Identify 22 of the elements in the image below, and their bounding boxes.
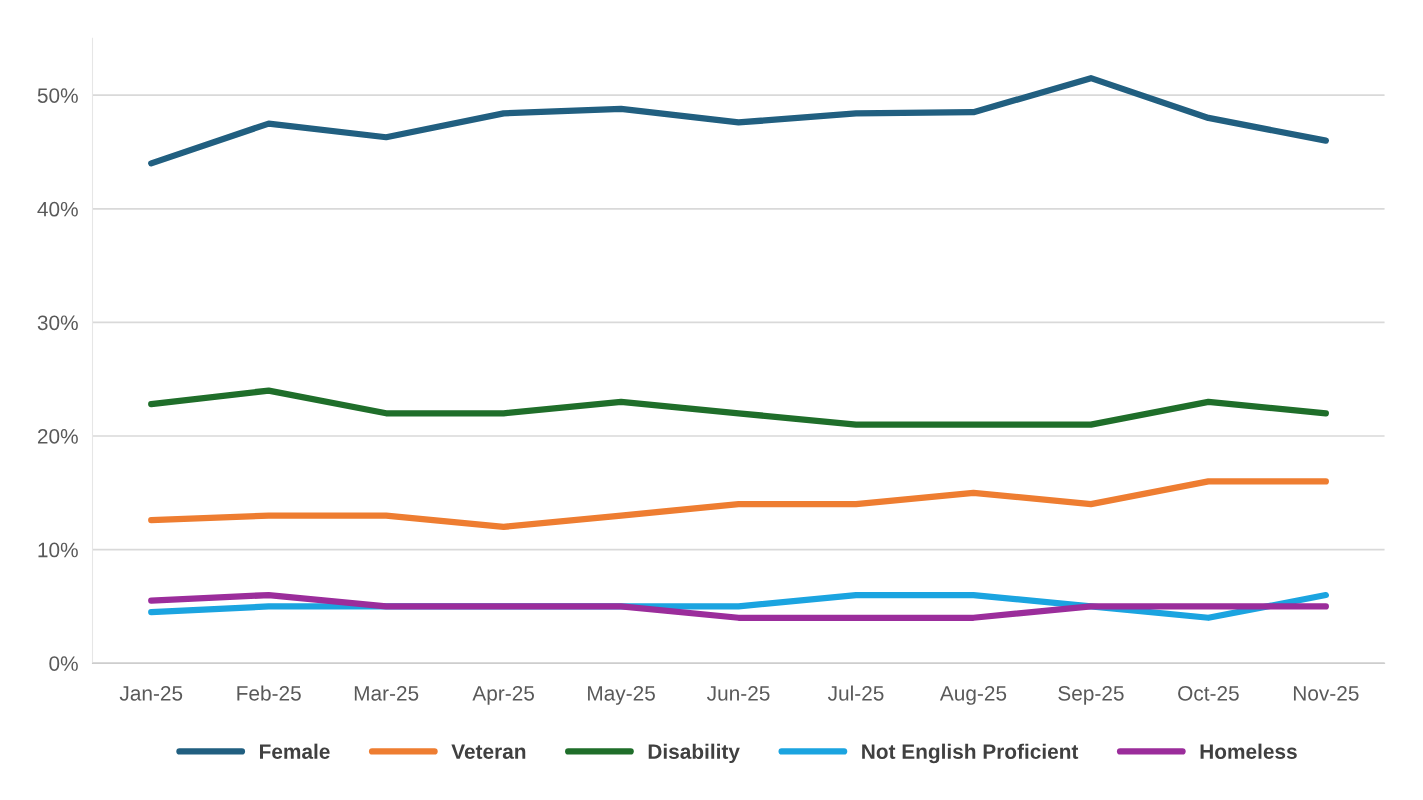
- legend-label: Not English Proficient: [862, 743, 1079, 764]
- y-tick-label: 50%: [37, 88, 78, 103]
- y-tick-label: 30%: [37, 315, 78, 331]
- legend-label: Veteran: [451, 744, 526, 759]
- x-tick-label: Mar-25: [354, 685, 419, 701]
- x-tick-label: Jan-25: [119, 685, 183, 701]
- y-tick-label: 40%: [37, 201, 78, 217]
- x-tick-label: Oct-25: [1178, 685, 1239, 701]
- x-tick-label: Sep-25: [1058, 685, 1124, 705]
- x-tick-label: Apr-25: [472, 685, 535, 705]
- legend-label: Homeless: [1200, 743, 1297, 759]
- y-tick-label: 20%: [37, 429, 78, 444]
- x-tick-label: Feb-25: [237, 685, 301, 701]
- legend-label: Female: [260, 743, 330, 759]
- y-tick-label: 10%: [38, 542, 78, 558]
- legend-label: Disability: [648, 743, 740, 764]
- y-tick-label: 0%: [49, 656, 78, 671]
- x-tick-label: Nov-25: [1293, 685, 1359, 701]
- x-tick-label: May-25: [588, 685, 655, 705]
- x-tick-label: Jul-25: [827, 685, 884, 701]
- x-tick-label: Jun-25: [707, 685, 770, 701]
- x-tick-label: Aug-25: [939, 685, 1007, 705]
